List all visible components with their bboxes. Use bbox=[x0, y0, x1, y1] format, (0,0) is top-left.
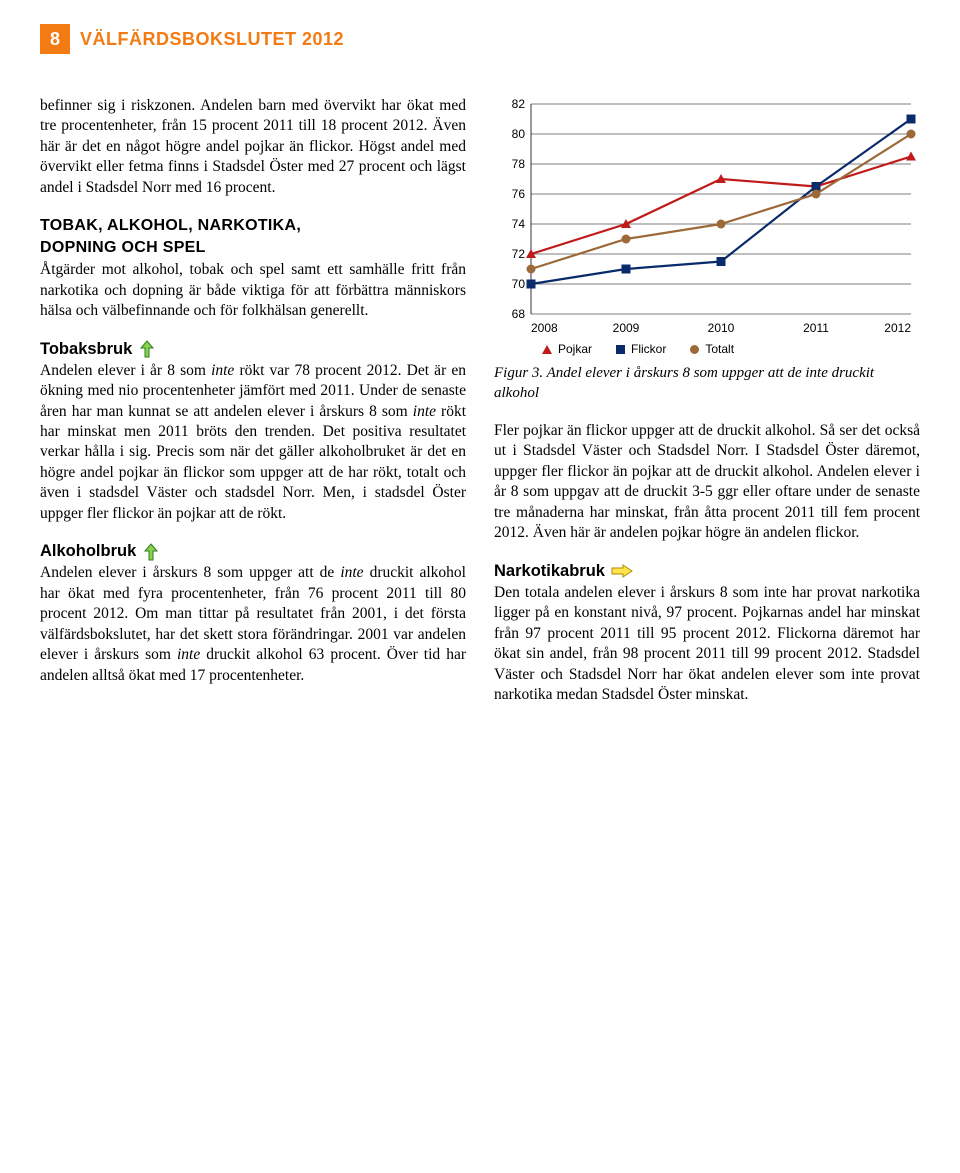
narkotika-paragraph: Den totala andelen elever i årskurs 8 so… bbox=[494, 583, 920, 706]
alkohol-paragraph: Andelen elever i årskurs 8 som uppger at… bbox=[40, 563, 466, 686]
section-heading-line1: TOBAK, ALKOHOL, NARKOTIKA, bbox=[40, 216, 466, 236]
section-paragraph: Åtgärder mot alkohol, tobak och spel sam… bbox=[40, 260, 466, 321]
right-column: 68 70 72 74 76 78 80 82 2008 2009 2010 2011 2012 Poj… bbox=[494, 96, 920, 705]
legend-label: Flickor bbox=[631, 342, 666, 356]
legend-item: Pojkar bbox=[542, 342, 592, 356]
line-chart: 68 70 72 74 76 78 80 82 2008 2009 2010 2011 2012 bbox=[494, 96, 920, 336]
svg-text:2012: 2012 bbox=[884, 321, 911, 335]
chart-legend: Pojkar Flickor Totalt bbox=[494, 342, 920, 356]
tobak-italic-b: inte bbox=[413, 403, 436, 420]
fler-paragraph: Fler pojkar än flickor uppger att de dru… bbox=[494, 421, 920, 544]
narkotika-heading: Narkotikabruk bbox=[494, 562, 633, 581]
svg-text:2010: 2010 bbox=[708, 321, 735, 335]
svg-text:72: 72 bbox=[512, 247, 526, 261]
svg-text:70: 70 bbox=[512, 277, 526, 291]
arrow-up-icon bbox=[142, 543, 160, 561]
tobak-heading-text: Tobaksbruk bbox=[40, 340, 132, 359]
svg-text:82: 82 bbox=[512, 97, 526, 111]
tobak-text-a: Andelen elever i år 8 som bbox=[40, 362, 211, 379]
legend-label: Totalt bbox=[705, 342, 734, 356]
legend-item: Totalt bbox=[690, 342, 734, 356]
doc-title: VÄLFÄRDSBOKSLUTET 2012 bbox=[80, 29, 344, 50]
alk-italic-a: inte bbox=[340, 564, 363, 581]
page-number-badge: 8 bbox=[40, 24, 70, 54]
figure-caption: Figur 3. Andel elever i årskurs 8 som up… bbox=[494, 364, 920, 403]
alk-italic-b: inte bbox=[177, 646, 200, 663]
svg-text:78: 78 bbox=[512, 157, 526, 171]
svg-text:2008: 2008 bbox=[531, 321, 558, 335]
legend-item: Flickor bbox=[616, 342, 666, 356]
svg-text:2011: 2011 bbox=[803, 321, 829, 335]
alkohol-heading: Alkoholbruk bbox=[40, 542, 160, 561]
two-column-layout: befinner sig i riskzonen. Andelen barn m… bbox=[40, 96, 920, 705]
svg-text:68: 68 bbox=[512, 307, 526, 321]
alkohol-heading-text: Alkoholbruk bbox=[40, 542, 136, 561]
section-heading-line2: DOPNING OCH SPEL bbox=[40, 238, 466, 258]
tobak-paragraph: Andelen elever i år 8 som inte rökt var … bbox=[40, 361, 466, 525]
legend-marker-icon bbox=[616, 345, 625, 354]
svg-text:74: 74 bbox=[512, 217, 526, 231]
chart-figure: 68 70 72 74 76 78 80 82 2008 2009 2010 2011 2012 Poj… bbox=[494, 96, 920, 356]
tobak-heading: Tobaksbruk bbox=[40, 340, 156, 359]
svg-text:80: 80 bbox=[512, 127, 526, 141]
svg-text:2009: 2009 bbox=[613, 321, 640, 335]
arrow-right-icon bbox=[611, 564, 633, 578]
left-column: befinner sig i riskzonen. Andelen barn m… bbox=[40, 96, 466, 705]
page-header: 8 VÄLFÄRDSBOKSLUTET 2012 bbox=[40, 24, 920, 54]
alk-text-a: Andelen elever i årskurs 8 som uppger at… bbox=[40, 564, 340, 581]
tobak-text-c: rökt har minskat men 2011 bröts den tren… bbox=[40, 403, 466, 522]
arrow-up-icon bbox=[138, 340, 156, 358]
intro-paragraph: befinner sig i riskzonen. Andelen barn m… bbox=[40, 96, 466, 198]
legend-label: Pojkar bbox=[558, 342, 592, 356]
tobak-italic-a: inte bbox=[211, 362, 234, 379]
legend-marker-icon bbox=[690, 345, 699, 354]
legend-marker-icon bbox=[542, 345, 552, 354]
narkotika-heading-text: Narkotikabruk bbox=[494, 562, 605, 581]
svg-text:76: 76 bbox=[512, 187, 526, 201]
